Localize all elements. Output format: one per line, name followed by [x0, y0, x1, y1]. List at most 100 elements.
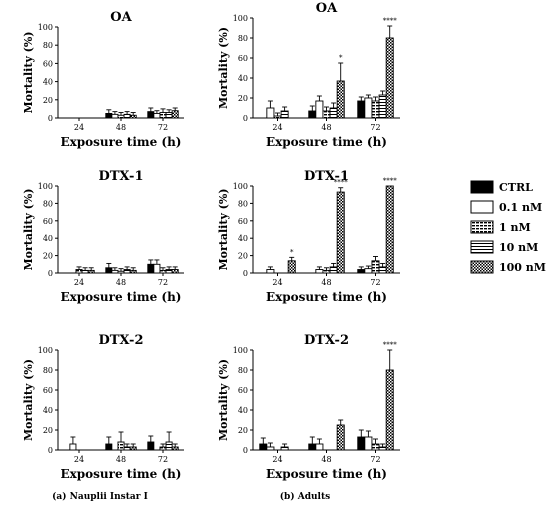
legend-label: CTRL	[499, 181, 533, 194]
y-tick-label: 60	[43, 59, 53, 68]
y-tick-label: 0	[48, 446, 53, 455]
y-tick-label: 100	[233, 346, 248, 355]
y-tick-label: 20	[238, 252, 248, 261]
bar	[153, 112, 161, 119]
bar	[117, 270, 125, 274]
y-tick-label: 20	[43, 426, 53, 435]
bar	[378, 266, 387, 274]
bar	[159, 269, 167, 274]
bar	[259, 443, 268, 451]
bar	[165, 112, 173, 119]
y-tick-label: 100	[233, 14, 248, 23]
bar	[364, 97, 373, 119]
bar	[308, 110, 317, 119]
y-tick-label: 60	[238, 217, 248, 226]
y-tick-label: 100	[38, 346, 53, 355]
y-axis-label: Mortality (%)	[22, 188, 35, 270]
legend: CTRL 0.1 nM 1 nM 10 nM 100 nM	[470, 180, 546, 274]
bar	[364, 268, 373, 274]
bar	[159, 446, 167, 451]
y-tick-label: 60	[238, 386, 248, 395]
bar	[357, 436, 366, 451]
y-tick-label: 100	[233, 182, 248, 191]
panel-title: DTX-2	[98, 333, 143, 348]
y-tick-label: 100	[38, 23, 53, 32]
x-tick-label: 48	[116, 123, 126, 132]
bar	[123, 269, 131, 274]
significance-label: ****	[383, 17, 398, 25]
bar	[329, 266, 338, 274]
x-tick-label: 24	[74, 455, 84, 464]
panel-title: DTX-1	[98, 169, 143, 184]
y-tick-label: 20	[238, 94, 248, 103]
y-axis-label: Mortality (%)	[217, 359, 230, 441]
bar	[105, 443, 113, 451]
legend-item: 100 nM	[470, 260, 546, 274]
bar	[81, 269, 89, 274]
y-tick-label: 80	[43, 199, 53, 208]
bar	[165, 269, 173, 274]
x-tick-label: 48	[321, 455, 331, 464]
y-axis-label: Mortality (%)	[217, 188, 230, 270]
bar	[336, 80, 345, 119]
x-tick-label: 24	[272, 123, 282, 132]
caption-adults: (b) Adults	[280, 491, 330, 502]
y-tick-label: 100	[38, 182, 53, 191]
x-tick-label: 24	[74, 123, 84, 132]
x-axis-label: Exposure time (h)	[60, 135, 181, 149]
bar	[129, 269, 137, 274]
y-tick-label: 0	[48, 269, 53, 278]
panel-title: DTX-2	[304, 333, 349, 348]
bar	[266, 446, 275, 451]
legend-label: 100 nM	[499, 261, 546, 274]
bar	[315, 443, 324, 451]
bar	[287, 260, 296, 274]
x-tick-label: 48	[321, 278, 331, 287]
y-tick-label: 0	[243, 446, 248, 455]
y-tick-label: 40	[43, 406, 53, 415]
y-tick-label: 60	[43, 217, 53, 226]
bar	[171, 110, 179, 119]
y-axis-label: Mortality (%)	[22, 31, 35, 113]
bar	[171, 269, 179, 274]
bar	[273, 115, 282, 119]
x-axis-label: Exposure time (h)	[60, 467, 181, 481]
x-tick-label: 72	[370, 278, 380, 287]
bar	[385, 185, 394, 274]
x-tick-label: 48	[321, 123, 331, 132]
bar	[378, 94, 387, 119]
bar	[385, 37, 394, 119]
legend-item: CTRL	[470, 180, 533, 194]
bar	[336, 191, 345, 274]
y-tick-label: 60	[238, 54, 248, 63]
y-tick-label: 80	[238, 199, 248, 208]
bar	[315, 269, 324, 274]
bar	[153, 263, 161, 274]
x-tick-label: 24	[272, 455, 282, 464]
significance-label: ****	[334, 179, 349, 187]
bar	[371, 100, 380, 119]
significance-label: ****	[383, 177, 398, 185]
y-tick-label: 20	[43, 252, 53, 261]
bar	[147, 111, 155, 119]
bar	[147, 441, 155, 451]
bar	[117, 114, 125, 119]
y-tick-label: 80	[238, 34, 248, 43]
bar	[171, 446, 179, 451]
bar	[123, 446, 131, 451]
bar	[280, 446, 289, 451]
bar	[105, 112, 113, 119]
bar	[111, 269, 119, 274]
bar	[87, 269, 95, 274]
x-tick-label: 72	[370, 123, 380, 132]
bar	[357, 269, 366, 274]
bar	[322, 110, 331, 119]
y-tick-label: 80	[238, 366, 248, 375]
x-tick-label: 48	[116, 455, 126, 464]
y-tick-label: 40	[238, 234, 248, 243]
y-axis-label: Mortality (%)	[22, 359, 35, 441]
